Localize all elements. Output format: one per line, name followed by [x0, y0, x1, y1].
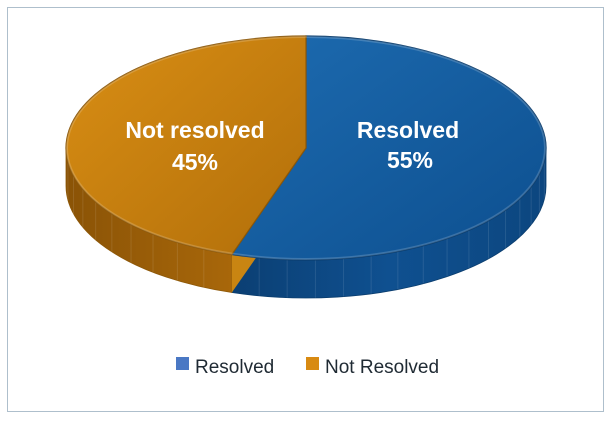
- legend: Resolved Not Resolved: [176, 357, 439, 378]
- label-resolved-name: Resolved: [357, 117, 459, 143]
- pie-slice-resolved: [230, 35, 547, 261]
- label-not-resolved-value: 45%: [172, 149, 218, 175]
- legend-label-not-resolved: Not Resolved: [325, 357, 439, 378]
- legend-label-resolved: Resolved: [195, 357, 274, 378]
- label-not-resolved-name: Not resolved: [125, 117, 264, 143]
- pie-rim-highlight: [66, 36, 546, 260]
- legend-swatch-not-resolved: [306, 357, 319, 370]
- label-resolved-value: 55%: [387, 147, 433, 173]
- pie-slice-not-resolved: [65, 35, 307, 256]
- legend-swatch-resolved: [176, 357, 189, 370]
